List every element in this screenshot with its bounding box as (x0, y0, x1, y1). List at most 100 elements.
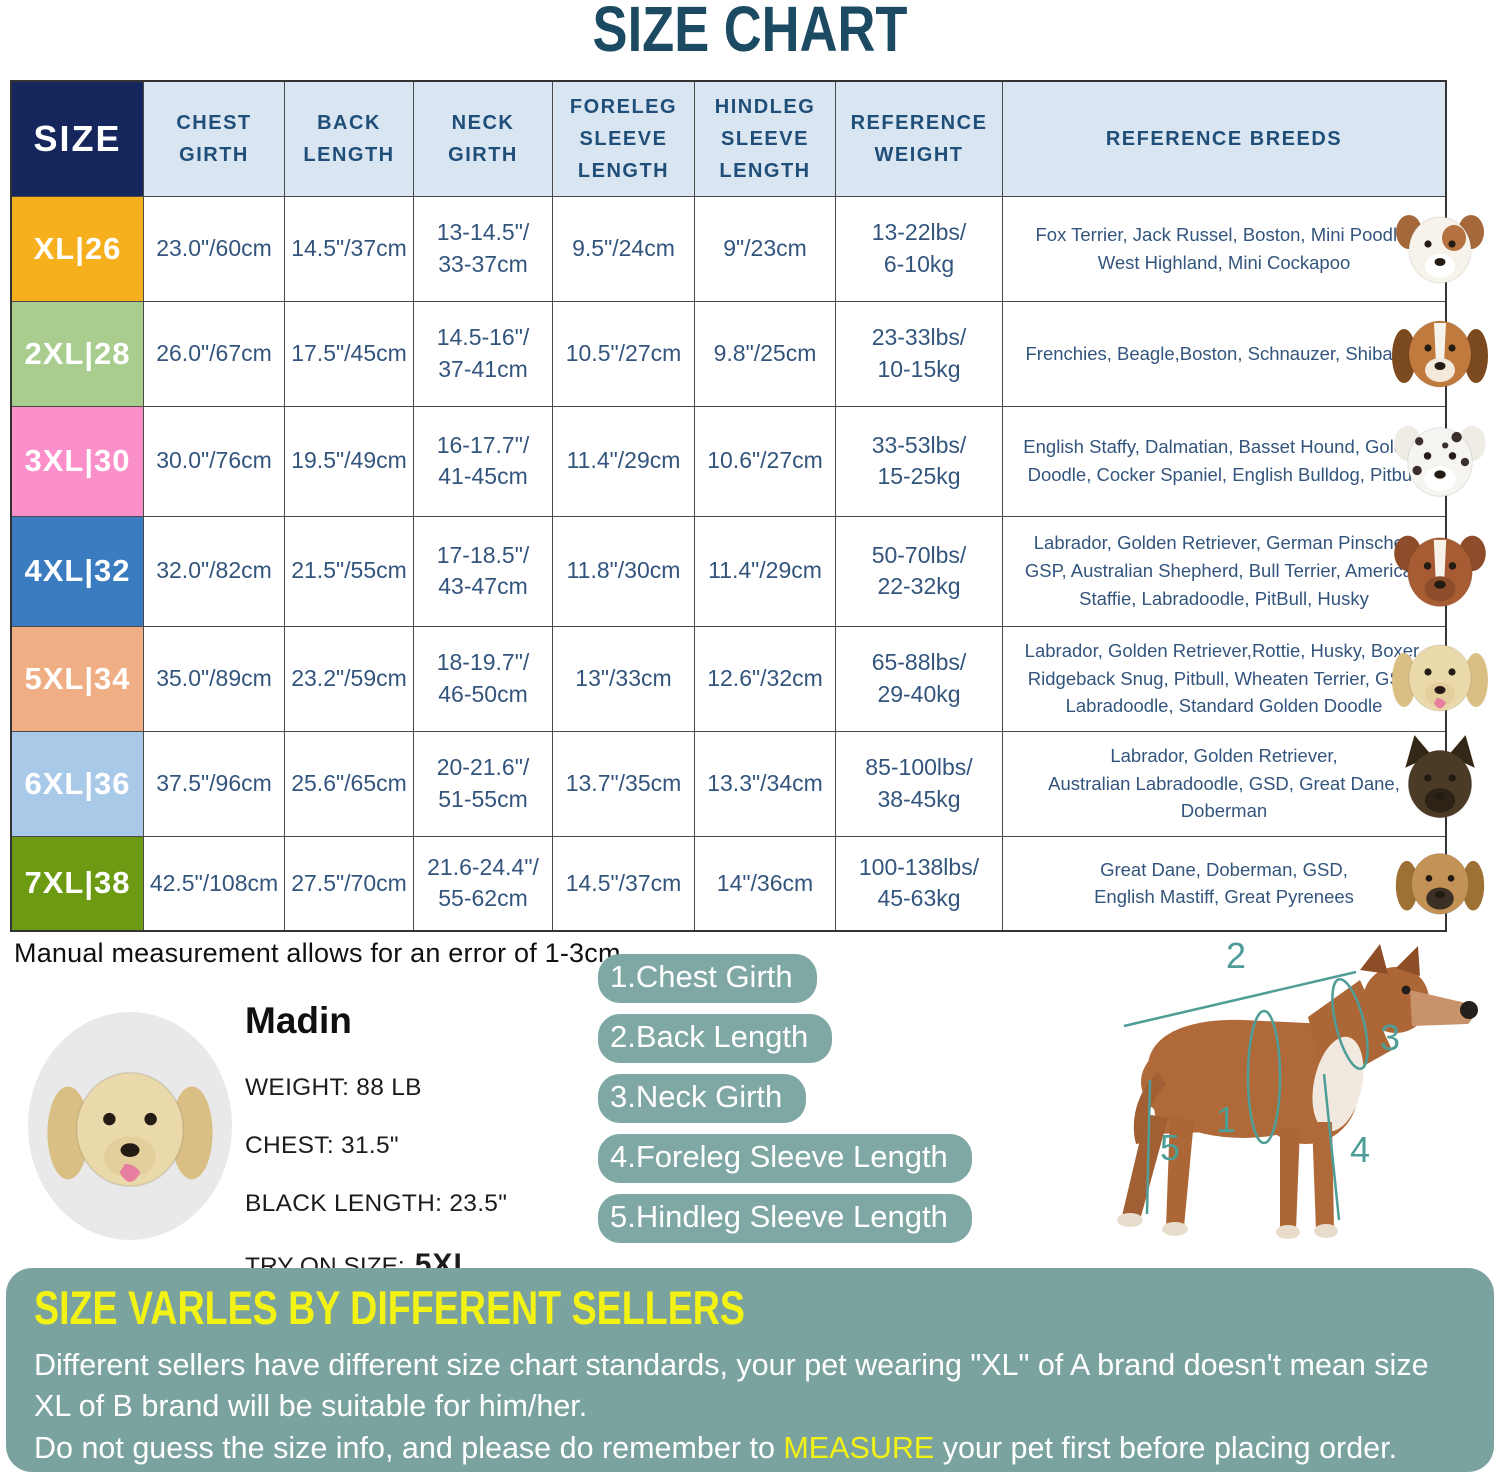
hindleg-cell: 9"/23cm (694, 195, 836, 302)
amstaff-photo (1394, 535, 1486, 607)
jack-russell-photo-slot (1388, 198, 1492, 298)
hindleg-cell: 12.6"/32cm (694, 625, 836, 732)
size-table-header: SIZE CHEST GIRTH BACK LENGTH NECK GIRTH … (10, 80, 1447, 197)
size-cell: 4XL|32 (10, 515, 144, 627)
back-cell: 25.6"/65cm (284, 730, 414, 837)
great-dane-photo-slot (1388, 836, 1492, 928)
hindleg-cell: 9.8"/25cm (694, 300, 836, 407)
size-warning-paragraph-1: Different sellers have different size ch… (34, 1348, 1429, 1424)
breeds-cell: Labrador, Golden Retriever, Australian L… (1002, 730, 1447, 837)
measure-step-pill-4: 4.Foreleg Sleeve Length (598, 1134, 972, 1183)
weight-cell: 23-33lbs/ 10-15kg (835, 300, 1003, 407)
model-dog-photo (28, 1012, 232, 1240)
diagram-label-5: 5 (1160, 1127, 1180, 1168)
breeds-cell: Frenchies, Beagle,Boston, Schnauzer, Shi… (1002, 300, 1447, 407)
size-cell: XL|26 (10, 195, 144, 302)
back-cell: 17.5"/45cm (284, 300, 414, 407)
measure-step-pill-5: 5.Hindleg Sleeve Length (598, 1194, 972, 1243)
hindleg-cell: 10.6"/27cm (694, 405, 836, 517)
breeds-cell: Great Dane, Doberman, GSD, English Masti… (1002, 835, 1447, 932)
labrador-photo (47, 1071, 213, 1188)
beagle-photo (1392, 320, 1488, 388)
back-cell: 19.5"/49cm (284, 405, 414, 517)
size-cell: 7XL|38 (10, 835, 144, 932)
header-size: SIZE (10, 80, 144, 197)
measure-step-pill-3: 3.Neck Girth (598, 1074, 807, 1123)
size-warning-panel: SIZE VARLES BY DIFFERENT SELLERS Differe… (6, 1268, 1494, 1472)
foreleg-cell: 14.5"/37cm (552, 835, 695, 932)
neck-cell: 20-21.6"/ 51-55cm (413, 730, 553, 837)
weight-cell: 65-88lbs/ 29-40kg (835, 625, 1003, 732)
table-row: 6XL|36 37.5"/96cm 25.6"/65cm 20-21.6"/ 51-5… (10, 730, 1447, 837)
hindleg-cell: 13.3"/34cm (694, 730, 836, 837)
model-name: Madin (245, 1000, 352, 1041)
foreleg-cell: 10.5"/27cm (552, 300, 695, 407)
neck-cell: 21.6-24.4"/ 55-62cm (413, 835, 553, 932)
foreleg-line (1322, 1073, 1341, 1221)
back-cell: 23.2"/59cm (284, 625, 414, 732)
foreleg-cell: 11.4"/29cm (552, 405, 695, 517)
model-weight: WEIGHT: 88 LB (245, 1074, 422, 1101)
diagram-label-3: 3 (1380, 1017, 1400, 1058)
chest-cell: 42.5"/108cm (143, 835, 285, 932)
measure-steps-list: 1.Chest Girth 2.Back Length 3.Neck Girth 4.… (598, 954, 972, 1243)
chest-cell: 30.0"/76cm (143, 405, 285, 517)
dog-measurement-diagram: 1 2 3 4 5 (1117, 935, 1478, 1239)
breeds-cell: Labrador, Golden Retriever,Rottie, Husky… (1002, 625, 1447, 732)
size-cell: 2XL|28 (10, 300, 144, 407)
chest-cell: 26.0"/67cm (143, 300, 285, 407)
neck-girth-loop (1331, 977, 1369, 1071)
hindleg-cell: 11.4"/29cm (694, 515, 836, 627)
header-reference-breeds: REFERENCE BREEDS (1002, 80, 1447, 197)
foreleg-cell: 9.5"/24cm (552, 195, 695, 302)
german-shepherd-photo-slot (1388, 731, 1492, 833)
diagram-label-1: 1 (1216, 1099, 1236, 1140)
great-dane-photo (1395, 853, 1485, 915)
model-chest: CHEST: 31.5" (245, 1132, 399, 1159)
dalmatian-photo-slot (1388, 408, 1492, 512)
diagram-label-2: 2 (1226, 935, 1246, 976)
breeds-cell: Labrador, Golden Retriever, German Pinsc… (1002, 515, 1447, 627)
diagram-numbers: 1 2 3 4 5 (1160, 935, 1400, 1170)
table-row: 3XL|30 30.0"/76cm 19.5"/49cm 16-17.7"/ 41-4… (10, 405, 1447, 517)
measure-highlight: MEASURE (783, 1430, 935, 1465)
table-row: 2XL|28 26.0"/67cm 17.5"/45cm 14.5-16"/ 37-4… (10, 300, 1447, 407)
german-shepherd-photo (1405, 735, 1475, 819)
neck-cell: 13-14.5"/ 33-37cm (413, 195, 553, 302)
size-cell: 5XL|34 (10, 625, 144, 732)
labrador-photo (1392, 644, 1488, 712)
size-cell: 6XL|36 (10, 730, 144, 837)
table-row: XL|26 23.0"/60cm 14.5"/37cm 13-14.5"/ 33-37… (10, 195, 1447, 302)
page-title: SIZE CHART (592, 0, 908, 65)
header-neck-girth: NECK GIRTH (413, 80, 553, 197)
size-cell: 3XL|30 (10, 405, 144, 517)
hindleg-cell: 14"/36cm (694, 835, 836, 932)
header-foreleg-sleeve-length: FORELEG SLEEVE LENGTH (552, 80, 695, 197)
back-length-line (1123, 970, 1357, 1028)
measure-step-pill-1: 1.Chest Girth (598, 954, 817, 1003)
jack-russell-photo (1396, 215, 1484, 284)
beagle-photo-slot (1388, 302, 1492, 402)
foreleg-cell: 13"/33cm (552, 625, 695, 732)
weight-cell: 100-138lbs/ 45-63kg (835, 835, 1003, 932)
foreleg-cell: 13.7"/35cm (552, 730, 695, 837)
breeds-cell: Fox Terrier, Jack Russel, Boston, Mini P… (1002, 195, 1447, 302)
size-warning-heading: SIZE VARLES BY DIFFERENT SELLERS (34, 1281, 746, 1334)
neck-cell: 14.5-16"/ 37-41cm (413, 300, 553, 407)
header-hindleg-sleeve-length: HINDLEG SLEEVE LENGTH (694, 80, 836, 197)
header-back-length: BACK LENGTH (284, 80, 414, 197)
weight-cell: 85-100lbs/ 38-45kg (835, 730, 1003, 837)
header-chest-girth: CHEST GIRTH (143, 80, 285, 197)
measure-step-pill-2: 2.Back Length (598, 1014, 833, 1063)
chest-cell: 23.0"/60cm (143, 195, 285, 302)
model-back-length: BLACK LENGTH: 23.5" (245, 1190, 508, 1217)
dalmatian-photo (1394, 425, 1486, 497)
table-row: 7XL|38 42.5"/108cm 27.5"/70cm 21.6-24.4"/ 5… (10, 835, 1447, 932)
back-cell: 14.5"/37cm (284, 195, 414, 302)
weight-cell: 33-53lbs/ 15-25kg (835, 405, 1003, 517)
neck-cell: 16-17.7"/ 41-45cm (413, 405, 553, 517)
weight-cell: 13-22lbs/ 6-10kg (835, 195, 1003, 302)
measurement-note: Manual measurement allows for an error o… (14, 938, 621, 968)
weight-cell: 50-70lbs/ 22-32kg (835, 515, 1003, 627)
header-reference-weight: REFERENCE WEIGHT (835, 80, 1003, 197)
